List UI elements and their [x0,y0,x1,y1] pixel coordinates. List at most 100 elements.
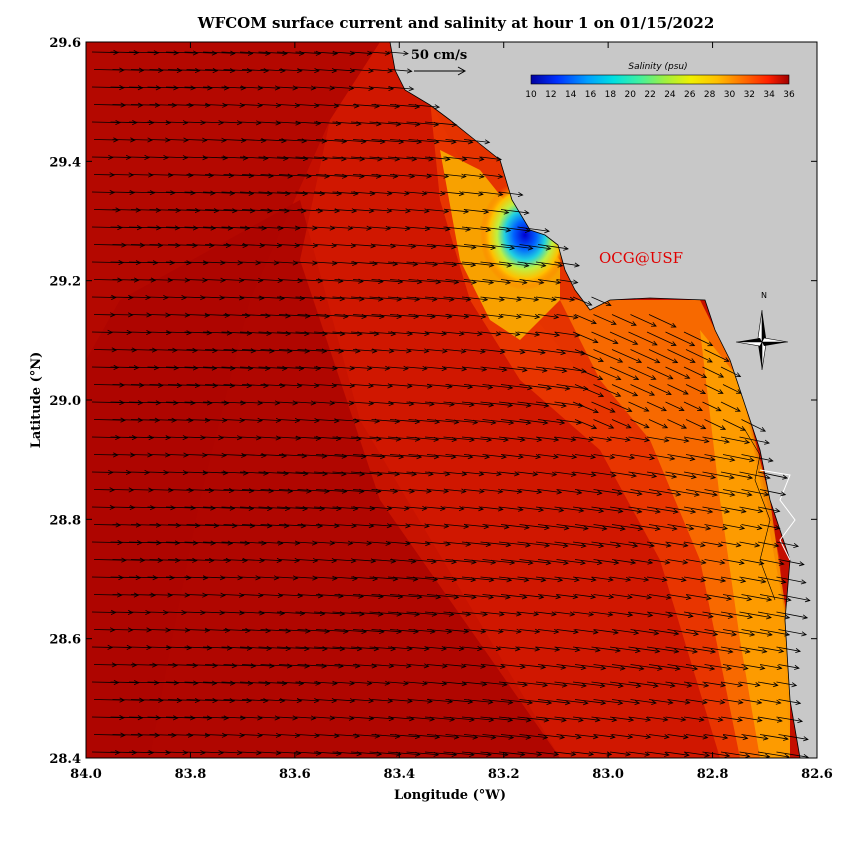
current-arrow [350,225,372,231]
current-arrow [149,277,174,283]
current-arrow [683,506,714,514]
current-arrow [112,207,142,213]
current-arrow [112,102,144,108]
current-arrow [128,540,162,546]
current-arrow [665,541,689,548]
current-arrow [165,575,192,581]
current-arrow [239,470,269,476]
current-arrow [130,697,164,703]
current-arrow [630,629,660,636]
current-arrow [167,487,195,493]
current-arrow [239,260,262,266]
current-arrow [258,330,292,337]
current-arrow [667,454,696,462]
current-arrow [759,664,783,671]
current-arrow [720,541,742,548]
current-arrow [704,454,736,462]
current-arrow [498,681,528,688]
current-arrow [572,751,595,757]
x-tick-label: 82.6 [801,767,833,782]
current-arrow [574,664,607,671]
current-arrow [482,419,515,426]
current-arrow [110,50,140,56]
current-arrow [461,436,493,443]
current-arrow [739,471,771,480]
current-arrow [313,400,336,406]
colorbar-gradient [530,74,790,85]
current-arrow [371,68,394,74]
current-arrow [646,436,670,443]
current-arrow [128,644,152,651]
current-arrow [128,50,160,56]
current-arrow [704,559,726,565]
current-arrow [683,541,706,548]
current-arrow [535,681,568,688]
current-arrow [702,366,725,378]
current-arrow [241,173,274,179]
current-arrow [443,331,465,337]
current-arrow [759,699,782,705]
x-tick-label: 84.0 [70,767,102,782]
current-arrow [369,50,391,56]
current-arrow [130,662,158,668]
current-arrow [258,645,292,652]
current-arrow [112,732,144,738]
current-arrow [591,541,622,549]
current-arrow [556,314,579,320]
current-arrow [278,242,301,248]
current-arrow [149,242,181,248]
current-arrow [147,85,179,91]
current-arrow [461,331,483,337]
current-arrow [186,487,215,493]
current-arrow [574,454,597,460]
current-arrow [739,646,768,654]
current-arrow [369,680,391,686]
current-arrow [110,294,134,300]
current-arrow [741,489,770,497]
current-arrow [648,594,672,600]
current-arrow [167,557,198,563]
current-arrow [591,646,621,653]
land-mass [389,42,817,758]
current-arrow [517,576,547,583]
current-arrow [463,139,491,145]
current-arrow [443,191,465,197]
current-arrow [741,594,773,602]
current-arrow [498,226,531,233]
current-arrow [334,698,356,704]
colorbar-tick-label: 28 [704,90,716,100]
current-arrow [757,716,783,723]
x-tick-label: 83.0 [592,767,624,782]
current-arrow [369,365,391,371]
current-arrow [147,469,169,476]
current-arrow [239,330,273,336]
current-arrow [702,611,734,619]
current-arrow [387,365,409,371]
current-arrow [572,436,595,442]
current-arrow [276,715,299,721]
current-arrow [258,400,281,406]
current-arrow [260,488,294,494]
current-arrow [556,629,579,635]
current-arrow [167,627,191,633]
current-arrow [517,366,548,373]
current-arrow [334,68,356,74]
current-arrow [572,471,597,478]
current-arrow [482,313,504,319]
current-arrow [130,557,164,563]
current-arrow [498,366,528,373]
current-arrow [628,681,659,689]
current-arrow [685,419,707,430]
current-arrow [223,417,246,423]
current-arrow [591,331,619,344]
current-arrow [202,435,224,441]
current-arrow [480,191,504,197]
current-arrow [704,349,730,362]
current-arrow [147,435,172,441]
current-arrow [628,471,658,479]
current-arrow [128,435,155,441]
current-arrow [112,452,136,458]
current-arrow [184,260,209,266]
current-arrow [611,629,640,636]
current-arrow [741,699,763,705]
